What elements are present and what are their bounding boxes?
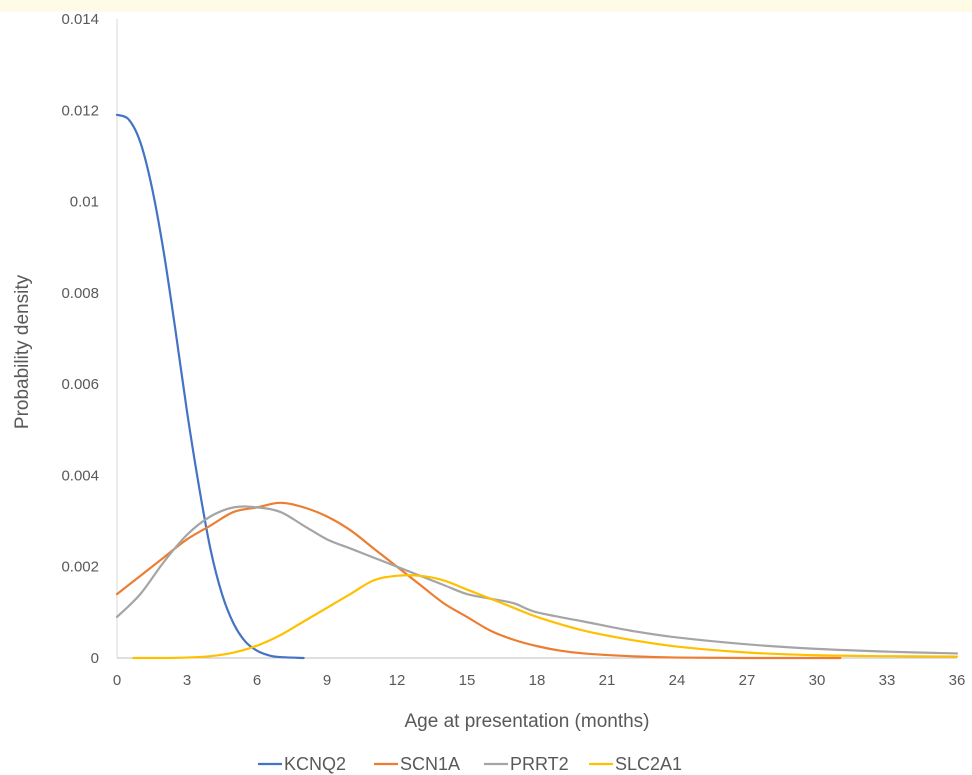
y-tick-label: 0.006 [61,376,99,393]
x-tick-label: 33 [879,672,896,689]
x-tick-label: 21 [599,672,616,689]
y-axis-title: Probability density [12,274,33,429]
legend-label-kcnq2: KCNQ2 [284,754,346,774]
legend-label-prrt2: PRRT2 [510,754,569,774]
series-lines [115,113,959,660]
y-tick-label: 0.008 [61,285,99,302]
x-tick-labels: 0 3 6 9 12 15 18 21 24 27 30 33 36 [113,672,966,689]
x-tick-label: 0 [113,672,121,689]
x-tick-label: 27 [739,672,756,689]
x-axis-title: Age at presentation (months) [404,711,649,732]
y-tick-label: 0.01 [70,194,99,211]
legend: KCNQ2 SCN1A PRRT2 SLC2A1 [258,754,682,774]
x-tick-label: 24 [669,672,686,689]
x-tick-label: 9 [323,672,331,689]
legend-label-slc2a1: SLC2A1 [615,754,682,774]
series-line-scn1a [115,501,842,660]
y-tick-label: 0.014 [61,11,99,28]
x-tick-label: 6 [253,672,261,689]
y-tick-label: 0.004 [61,467,99,484]
series-line-kcnq2 [115,113,305,660]
y-tick-labels: 0 0.002 0.004 0.006 0.008 0.01 0.012 0.014 [61,11,99,667]
y-tick-label: 0.002 [61,559,99,576]
x-tick-label: 30 [809,672,826,689]
top-band [0,0,972,12]
x-tick-label: 3 [183,672,191,689]
y-tick-label: 0 [91,650,99,667]
legend-label-scn1a: SCN1A [400,754,460,774]
y-tick-label: 0.012 [61,102,99,119]
x-tick-label: 36 [949,672,966,689]
series-line-prrt2 [115,505,959,655]
series-line-slc2a1 [132,574,959,660]
x-tick-label: 15 [459,672,476,689]
x-tick-label: 12 [389,672,406,689]
x-tick-label: 18 [529,672,546,689]
